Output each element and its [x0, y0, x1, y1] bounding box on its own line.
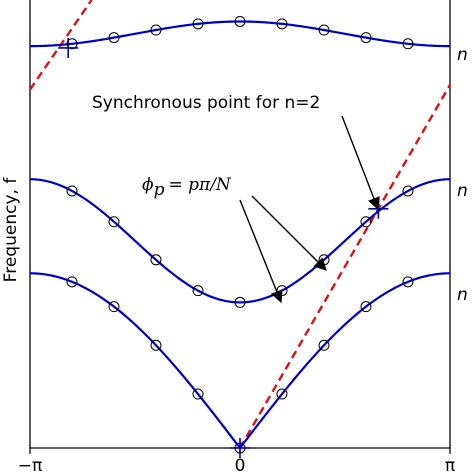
phase-annotation-arrow-2: [251, 195, 327, 271]
phase-marker-mode-1-0: [66, 276, 78, 288]
dispersion-curve-mode-2: [29, 178, 451, 304]
phase-marker-mode-1-1: [108, 301, 120, 313]
phase-marker-mode-3-3: [192, 18, 204, 30]
phase-marker-mode-1-7: [360, 301, 372, 313]
x-tick-label-minus-pi: −π: [18, 456, 42, 472]
phase-marker-mode-2-3: [192, 285, 204, 297]
sync-annotation-arrow: [341, 115, 380, 211]
phase-marker-mode-3-5: [276, 18, 288, 30]
sync-annotation-text: Synchronous point for n=2: [92, 93, 320, 113]
phase-marker-mode-3-6: [318, 24, 330, 36]
phase-marker-mode-2-1: [108, 216, 120, 228]
light-line-0: [238, 84, 452, 449]
phase-annotation-arrow-1: [239, 199, 283, 304]
phase-marker-mode-3-4: [234, 16, 246, 27]
phase-symbol: ϕ: [142, 175, 154, 195]
phase-rhs: = pπ/N: [168, 175, 231, 195]
mode-label-top: n: [457, 45, 468, 65]
phase-marker-mode-1-2: [150, 339, 162, 351]
phase-marker-mode-2-4: [234, 296, 246, 308]
phase-annotation: ϕp = pπ/N: [142, 175, 327, 304]
y-axis-label: Frequency, f: [1, 177, 21, 283]
phase-marker-mode-2-0: [66, 185, 78, 197]
phase-marker-mode-3-0: [66, 38, 78, 50]
synchronous-point-0: [230, 438, 250, 458]
phase-marker-mode-2-7: [360, 216, 372, 228]
dispersion-curve-mode-1: [29, 272, 451, 450]
phase-marker-mode-1-6: [318, 339, 330, 351]
synchronous-point-2: [58, 37, 79, 58]
sync-annotation: Synchronous point for n=2: [92, 93, 380, 211]
phase-marker-mode-3-1: [108, 32, 120, 44]
phase-annotation-text: ϕp = pπ/N: [142, 175, 232, 200]
phase-subscript: p: [154, 180, 165, 200]
phase-marker-mode-1-3: [192, 388, 204, 400]
phase-marker-mode-2-8: [402, 185, 414, 197]
light-lines-group: [29, 0, 452, 449]
x-tick-label-zero: 0: [235, 456, 246, 472]
phase-marker-mode-1-8: [402, 276, 414, 288]
mode-label-middle: n: [457, 181, 468, 201]
phase-marker-mode-1-5: [276, 388, 288, 400]
phase-marker-mode-3-2: [150, 24, 162, 36]
phase-marker-mode-2-2: [150, 254, 162, 266]
x-tick-label-pi: π: [445, 456, 455, 472]
mode-label-bottom: n: [457, 285, 468, 305]
phase-marker-mode-3-7: [360, 32, 372, 44]
dispersion-curve-mode-3: [30, 20, 450, 48]
phase-markers-group: [66, 16, 414, 454]
phase-marker-mode-3-8: [402, 38, 414, 50]
dispersion-curves-group: [29, 20, 451, 450]
